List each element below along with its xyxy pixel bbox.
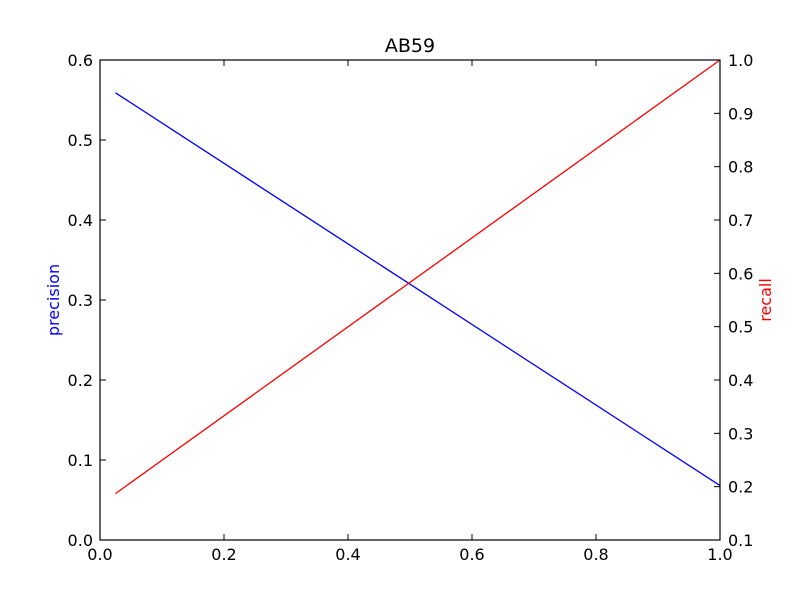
x-tick-label: 0.2 <box>211 545 236 564</box>
left-y-axis: 0.0 0.1 0.2 0.3 0.4 0.5 0.6 <box>68 51 106 550</box>
right-tick-label: 0.2 <box>728 478 753 497</box>
left-axis-label: precision <box>44 264 63 336</box>
x-axis: 0.0 0.2 0.4 0.6 0.8 1.0 <box>87 60 733 564</box>
x-tick-label: 0.8 <box>583 545 608 564</box>
right-tick-label: 1.0 <box>728 51 753 70</box>
x-tick-label: 0.6 <box>459 545 484 564</box>
series-layer <box>115 59 721 495</box>
right-tick-label: 0.3 <box>728 424 753 443</box>
right-tick-label: 0.5 <box>728 318 753 337</box>
right-tick-label: 0.8 <box>728 158 753 177</box>
right-tick-label: 0.1 <box>728 531 753 550</box>
right-tick-label: 0.7 <box>728 211 753 230</box>
left-tick-label: 0.5 <box>68 131 93 150</box>
left-tick-label: 0.2 <box>68 371 93 390</box>
right-y-axis: 0.1 0.2 0.3 0.4 0.5 0.6 0.7 0.8 0.9 1.0 <box>714 51 753 550</box>
right-tick-label: 0.6 <box>728 264 753 283</box>
left-tick-label: 0.3 <box>68 291 93 310</box>
right-tick-label: 0.4 <box>728 371 753 390</box>
x-tick-label: 0.4 <box>335 545 360 564</box>
left-tick-label: 0.0 <box>68 531 93 550</box>
right-tick-label: 0.9 <box>728 104 753 123</box>
right-axis-label: recall <box>756 278 775 322</box>
left-tick-label: 0.4 <box>68 211 93 230</box>
chart-title: AB59 <box>385 35 435 57</box>
x-tick-label: 0.0 <box>87 545 112 564</box>
precision-series-line <box>115 92 721 487</box>
left-tick-label: 0.6 <box>68 51 93 70</box>
x-tick-label: 1.0 <box>707 545 732 564</box>
recall-series-line <box>115 59 721 495</box>
left-tick-label: 0.1 <box>68 451 93 470</box>
